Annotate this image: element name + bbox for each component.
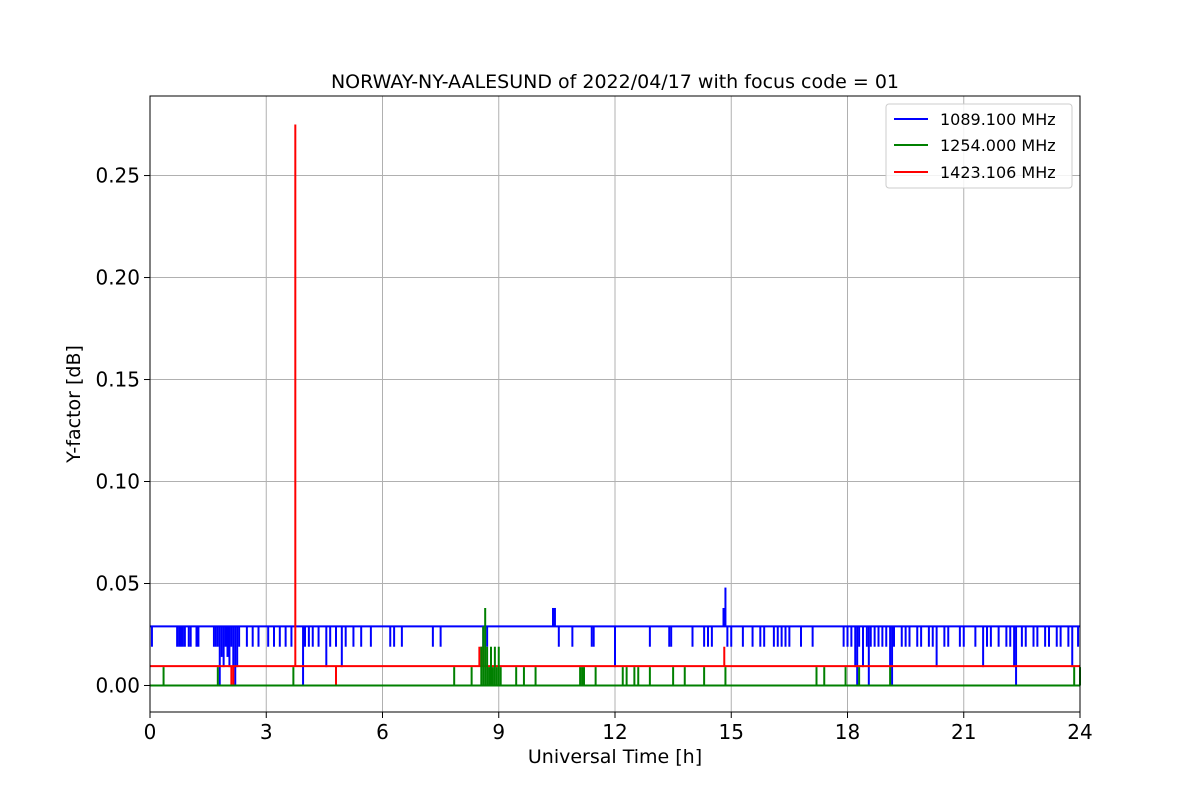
- legend-label-1423: 1423.106 MHz: [940, 163, 1056, 182]
- x-axis-label: Universal Time [h]: [528, 746, 702, 768]
- x-tick-label: 0: [144, 720, 157, 744]
- y-tick-label: 0.00: [95, 673, 140, 697]
- series-1423: [150, 124, 1080, 686]
- y-tick-label: 0.10: [95, 470, 140, 494]
- x-tick-label: 15: [719, 720, 744, 744]
- y-axis-label: Y-factor [dB]: [63, 345, 85, 464]
- plot-area: 0 3 6 9 12 15 18 21 24 0.00 0.05 0.10 0.15 0.20 0.25: [95, 95, 1093, 744]
- chart-title: NORWAY-NY-AALESUND of 2022/04/17 with fo…: [331, 71, 899, 93]
- x-tick-label: 18: [835, 720, 860, 744]
- legend-box: [885, 103, 1073, 189]
- y-tick-label: 0.25: [95, 164, 140, 188]
- legend: 1089.100 MHz 1254.000 MHz 1423.106 MHz: [885, 103, 1073, 189]
- legend-label-1254: 1254.000 MHz: [940, 136, 1056, 155]
- x-tick-label: 6: [376, 720, 389, 744]
- x-tick-label: 21: [951, 720, 976, 744]
- x-tick-label: 24: [1067, 720, 1092, 744]
- y-tick-label: 0.05: [95, 571, 140, 595]
- x-tick-label: 12: [602, 720, 627, 744]
- x-tick-label: 9: [492, 720, 505, 744]
- series-1089: [150, 587, 1080, 686]
- legend-label-1089: 1089.100 MHz: [940, 110, 1056, 129]
- series-1254: [150, 607, 1081, 687]
- y-tick-label: 0.15: [95, 368, 140, 392]
- x-tick-label: 3: [260, 720, 273, 744]
- y-tick-label: 0.20: [95, 266, 140, 290]
- y-axis-ticks: 0.00 0.05 0.10 0.15 0.20 0.25: [95, 164, 150, 697]
- series-layer: [150, 124, 1081, 687]
- x-axis-ticks: 0 3 6 9 12 15 18 21 24: [144, 712, 1093, 744]
